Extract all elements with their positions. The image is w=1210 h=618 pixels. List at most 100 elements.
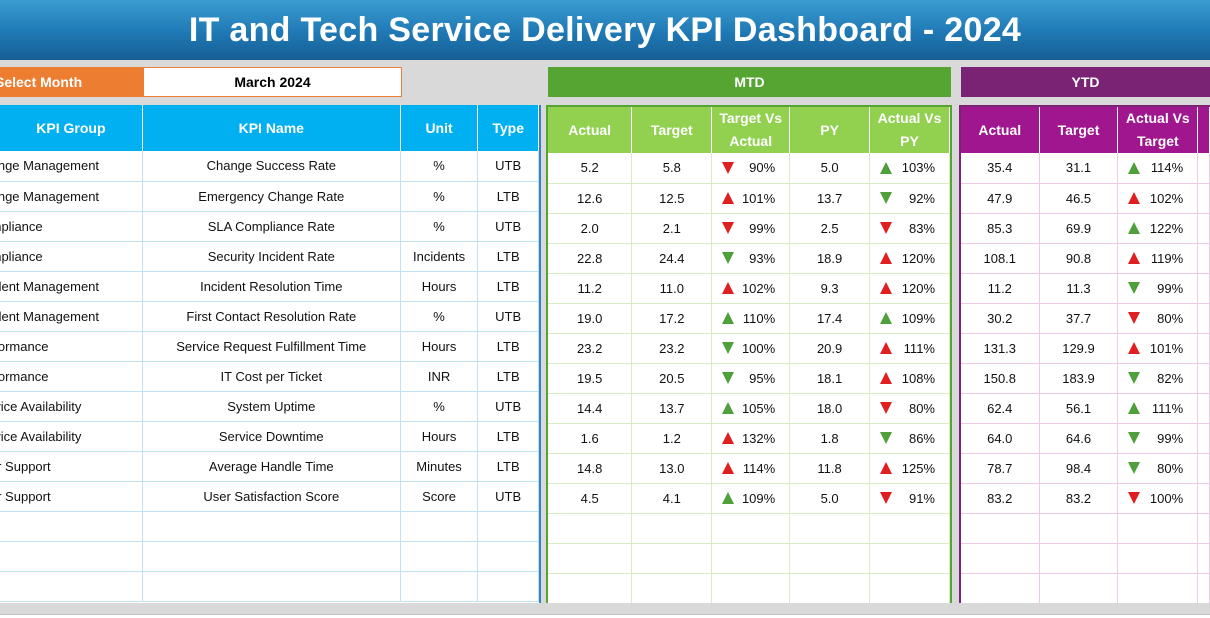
ytd-target-cell: 183.9: [1039, 363, 1119, 394]
ytd-actual-cell: 30.2: [961, 303, 1040, 334]
unit-cell: %: [400, 391, 479, 422]
arrow-down-icon: [722, 161, 735, 174]
ytd-actual-vs-target-cell: 80%: [1117, 303, 1199, 334]
ytd-actual-vs-target-cell: 114%: [1117, 153, 1199, 184]
empty-cell: [548, 573, 633, 603]
mtd-target-vs-actual-cell-value: 110%: [742, 310, 776, 326]
mtd-target-vs-actual-cell-wrap: 100%: [712, 340, 788, 356]
mtd-actual-vs-py-cell: 109%: [869, 303, 950, 334]
table-row: Change Management Emergency Change Rate%L…: [0, 181, 539, 212]
mtd-header-actual-vs-py: Actual Vs PY: [869, 107, 950, 153]
mtd-actual-vs-py-cell-wrap: 91%: [870, 491, 949, 506]
ytd-actual-vs-target-cell-value: 80%: [1157, 460, 1184, 476]
mtd-target-vs-actual-cell-wrap: 90%: [712, 160, 788, 176]
arrow-down-icon: [1128, 372, 1141, 384]
mtd-target-vs-actual-cell: 114%: [711, 453, 791, 484]
mtd-actual-vs-py-cell-value: 120%: [901, 280, 935, 296]
table-row: 19.5 20.5 95% 18.1 108%: [548, 363, 950, 394]
ytd-actual-vs-target-cell-wrap: 99%: [1118, 281, 1196, 296]
ytd-actual-vs-target-cell: 119%: [1117, 243, 1199, 274]
mtd-target-vs-actual-cell: 110%: [711, 303, 791, 334]
empty-cell: [548, 513, 633, 544]
table-row: User Support User Satisfaction ScoreScore…: [0, 481, 539, 512]
mtd-actual-vs-py-cell: 120%: [869, 243, 950, 274]
mtd-actual-vs-py-cell: 91%: [869, 483, 950, 514]
dashboard-title: IT and Tech Service Delivery KPI Dashboa…: [0, 0, 1210, 60]
ytd-overflow-cell: [1197, 333, 1210, 364]
mtd-py-cell: 17.4: [789, 303, 870, 334]
ytd-target-cell: 69.9: [1039, 213, 1119, 244]
mtd-target-vs-actual-cell-wrap: 114%: [712, 461, 788, 476]
empty-cell: [789, 513, 870, 544]
mtd-target-vs-actual-cell-wrap: 93%: [712, 251, 788, 266]
mtd-actual-vs-py-cell-wrap: 120%: [870, 281, 949, 296]
table-row: 62.4 56.1 111%: [961, 393, 1210, 424]
ytd-actual-cell: 64.0: [961, 423, 1040, 454]
empty-row: [548, 573, 950, 603]
mtd-target-cell: 4.1: [631, 483, 713, 514]
empty-cell: [142, 541, 401, 572]
mtd-target-vs-actual-cell-wrap: 95%: [712, 371, 788, 386]
select-month-label: Select Month: [0, 67, 143, 97]
mtd-target-vs-actual-cell: 99%: [711, 213, 791, 244]
empty-cell: [789, 573, 870, 603]
arrow-up-icon: [1128, 161, 1141, 174]
mtd-target-cell: 2.1: [631, 213, 713, 244]
ytd-target-cell: 46.5: [1039, 183, 1119, 214]
kpi-group-cell: Incident Management: [0, 271, 143, 302]
ytd-overflow-cell: [1197, 393, 1210, 424]
mtd-actual-vs-py-cell: 92%: [869, 183, 950, 214]
ytd-actual-vs-target-cell: 102%: [1117, 183, 1199, 214]
table-row: 35.4 31.1 114%: [961, 153, 1210, 184]
mtd-target-vs-actual-cell-value: 90%: [749, 160, 776, 176]
kpi-group-cell: Compliance: [0, 211, 143, 242]
header-unit: Unit: [400, 105, 479, 151]
kpi-group-cell: User Support: [0, 451, 143, 482]
empty-row: [961, 573, 1210, 603]
mtd-target-vs-actual-cell-wrap: 105%: [712, 401, 788, 416]
ytd-target-cell: 56.1: [1039, 393, 1119, 424]
ytd-actual-vs-target-cell-wrap: 80%: [1118, 311, 1196, 326]
mtd-actual-vs-py-cell-wrap: 120%: [870, 251, 949, 266]
mtd-actual-vs-py-cell-wrap: 80%: [870, 401, 949, 416]
ytd-actual-vs-target-cell-value: 122%: [1149, 220, 1184, 236]
mtd-target-vs-actual-cell: 95%: [711, 363, 791, 394]
mtd-actual-vs-py-cell-value: 92%: [908, 190, 935, 206]
mtd-py-cell: 11.8: [789, 453, 870, 484]
type-cell: UTB: [477, 481, 539, 512]
ytd-actual-cell: 47.9: [961, 183, 1040, 214]
mtd-target-vs-actual-cell: 100%: [711, 333, 791, 364]
empty-cell: [0, 511, 143, 542]
kpi-name-cell: User Satisfaction Score: [142, 481, 401, 512]
empty-cell: [711, 543, 791, 574]
ytd-overflow-cell: [1197, 483, 1210, 514]
arrow-down-icon: [880, 432, 892, 444]
empty-cell: [789, 543, 870, 574]
ytd-target-cell: 11.3: [1039, 273, 1119, 304]
header-type: Type: [477, 105, 539, 151]
empty-cell: [477, 571, 539, 602]
mtd-actual-cell: 14.8: [548, 453, 633, 484]
mtd-target-vs-actual-cell-value: 100%: [741, 340, 776, 356]
ytd-actual-cell: 131.3: [961, 333, 1040, 364]
empty-row: [961, 513, 1210, 544]
empty-cell: [1117, 573, 1199, 603]
ytd-actual-cell: 85.3: [961, 213, 1040, 244]
unit-cell: %: [400, 181, 479, 212]
type-cell: LTB: [477, 361, 539, 392]
mtd-target-cell: 17.2: [631, 303, 713, 334]
month-select[interactable]: March 2024: [143, 67, 402, 97]
kpi-group-text: Performance: [0, 368, 49, 384]
table-row: Service Availability Service DowntimeHour…: [0, 421, 539, 452]
mtd-target-cell: 13.7: [631, 393, 713, 424]
kpi-name-cell: First Contact Resolution Rate: [142, 301, 401, 332]
kpi-name-cell: Average Handle Time: [142, 451, 401, 482]
mtd-target-cell: 13.0: [631, 453, 713, 484]
mtd-py-cell: 20.9: [789, 333, 870, 364]
ytd-overflow-cell: [1197, 273, 1210, 304]
empty-cell: [869, 543, 950, 574]
ytd-actual-vs-target-cell-value: 102%: [1149, 190, 1184, 206]
unit-cell: Hours: [400, 271, 479, 302]
mtd-table: Actual Target Target Vs Actual PY Actual…: [548, 107, 950, 603]
